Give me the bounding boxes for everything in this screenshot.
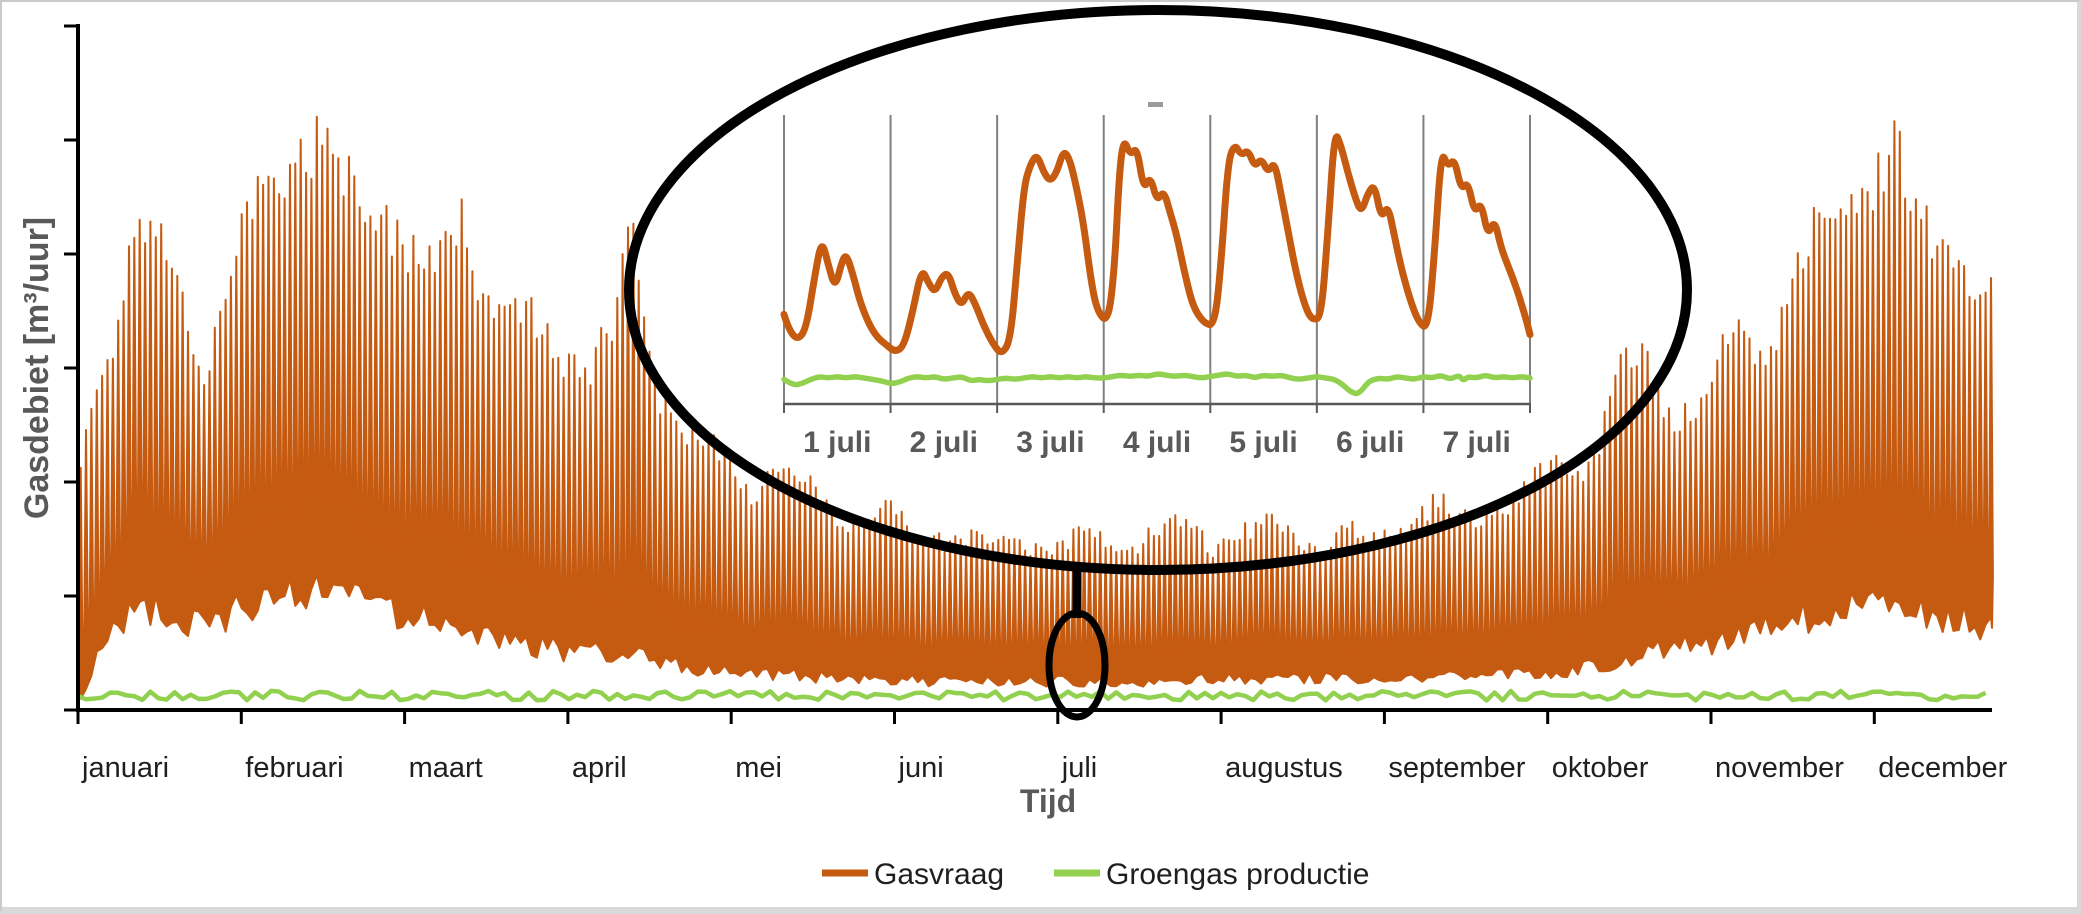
inset-series-groengas — [781, 371, 1533, 397]
callout-small-ellipse — [1045, 609, 1109, 721]
x-axis-label-februari: februari — [245, 752, 343, 784]
x-axis-label-augustus: augustus — [1225, 752, 1343, 784]
x-axis-label-september: september — [1388, 752, 1525, 784]
inset-artifact-dash — [1148, 102, 1163, 107]
x-axis-label-juli: juli — [1061, 752, 1097, 784]
y-axis-title: Gasdebiet [m³/uur] — [18, 217, 56, 519]
x-axis-label-mei: mei — [735, 752, 782, 784]
inset-gridlines — [783, 115, 1531, 404]
inset-x-axis-ticks — [783, 404, 1531, 413]
inset-day-label-1: 1 juli — [803, 426, 871, 459]
inset-chart: 1 juli 2 juli 3 juli 4 juli 5 juli 6 juli 7 ju… — [762, 102, 1552, 459]
inset-day-label-7: 7 juli — [1443, 426, 1511, 459]
x-axis-month-labels: januari februari maart april mei juni juli augu… — [81, 752, 2008, 784]
series-groengas-year — [77, 688, 1987, 703]
x-axis-label-maart: maart — [409, 752, 483, 784]
series-gasvraag-year — [77, 115, 1994, 700]
inset-series-gasvraag — [780, 133, 1534, 356]
legend-label-gasvraag: Gasvraag — [874, 858, 1004, 891]
x-axis-label-oktober: oktober — [1552, 752, 1649, 784]
inset-background — [762, 110, 1552, 410]
callout-large-ellipse — [624, 5, 1692, 575]
x-axis-title: Tijd — [1020, 783, 1076, 819]
inset-day-labels: 1 juli 2 juli 3 juli 4 juli 5 juli 6 juli 7 ju… — [803, 426, 1511, 459]
y-axis-ticks — [64, 24, 78, 712]
inset-series-layer — [780, 133, 1534, 397]
x-axis-label-november: november — [1715, 752, 1844, 784]
inset-day-label-5: 5 juli — [1229, 426, 1297, 459]
x-axis-label-december: december — [1878, 752, 2007, 784]
inset-day-label-3: 3 juli — [1016, 426, 1084, 459]
legend: Gasvraag Groengas productie — [822, 858, 1370, 891]
inset-day-label-6: 6 juli — [1336, 426, 1404, 459]
x-axis-label-april: april — [572, 752, 627, 784]
main-series-layer — [77, 115, 1994, 703]
inset-day-label-2: 2 juli — [910, 426, 978, 459]
x-axis-ticks — [76, 710, 1876, 724]
inset-day-label-4: 4 juli — [1123, 426, 1191, 459]
x-axis-label-januari: januari — [81, 752, 169, 784]
legend-label-groengas: Groengas productie — [1106, 858, 1370, 891]
main-axes — [64, 24, 1992, 724]
x-axis-label-juni: juni — [898, 752, 944, 784]
